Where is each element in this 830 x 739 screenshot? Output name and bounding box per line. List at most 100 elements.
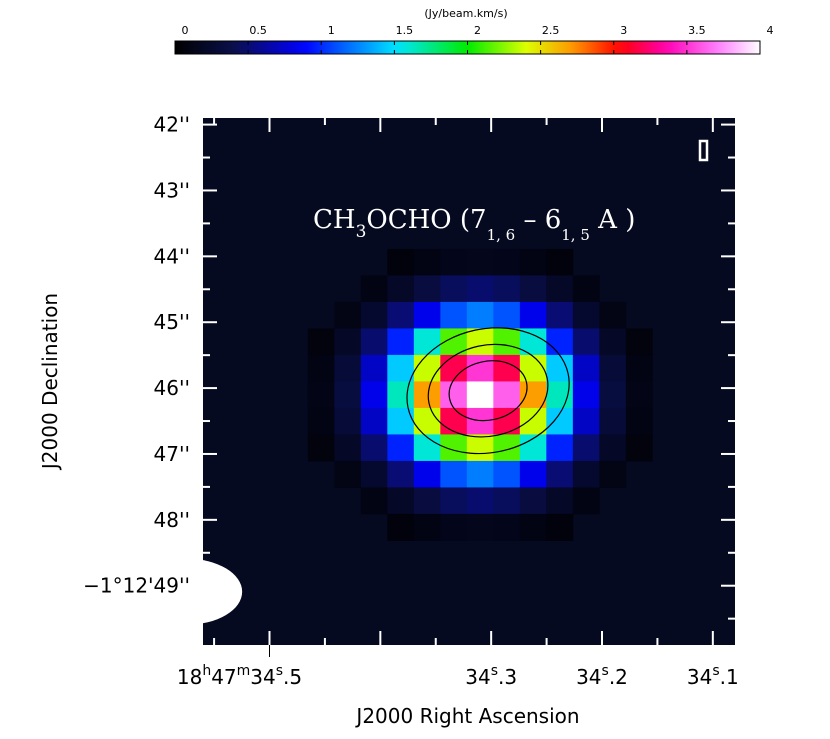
emission-pixel (466, 407, 494, 435)
emission-pixel (519, 354, 547, 382)
colorbar-label: (Jy/beam.km/s) (424, 7, 507, 20)
emission-pixel (440, 354, 468, 382)
emission-pixel (519, 381, 547, 409)
emission-pixel (493, 328, 521, 356)
x-ticklabel-part: .1 (720, 665, 739, 689)
emission-pixel (440, 460, 468, 488)
emission-pixel (413, 513, 441, 541)
x-ticklabels: 18h47m34s.5 34s.3 34s.2 34s.1 (177, 663, 739, 689)
emission-pixel (387, 328, 415, 356)
y-ticklabel: 48'' (154, 508, 190, 532)
emission-pixel (466, 381, 494, 409)
x-ticklabel-unit: h (202, 663, 211, 679)
emission-pixel (599, 354, 627, 382)
emission-pixel (334, 354, 362, 382)
title-dash: – 6 (515, 205, 561, 235)
y-ticklabel: −1°12'49'' (83, 574, 190, 598)
colorbar-ticklabel: 4 (767, 24, 774, 37)
emission-pixel (387, 434, 415, 462)
emission-pixel (413, 301, 441, 329)
emission-pixel (546, 460, 574, 488)
colorbar-ticklabel: 3 (620, 24, 627, 37)
x-ticklabel-part: 47 (211, 665, 236, 689)
emission-pixel (307, 434, 335, 462)
emission-pixel (413, 381, 441, 409)
emission-pixel (360, 328, 388, 356)
emission-pixel (599, 460, 627, 488)
emission-pixel (466, 275, 494, 303)
emission-pixel (572, 434, 600, 462)
emission-pixel (625, 328, 653, 356)
emission-pixel (625, 407, 653, 435)
x-ticklabel-part: 34 (250, 665, 275, 689)
emission-pixel (519, 513, 547, 541)
emission-pixel (466, 328, 494, 356)
emission-pixel (360, 275, 388, 303)
colorbar-ticklabel: 0 (182, 24, 189, 37)
emission-pixel (519, 460, 547, 488)
emission-pixel (625, 434, 653, 462)
emission-pixel (360, 407, 388, 435)
emission-pixel (546, 487, 574, 515)
emission-pixel (307, 381, 335, 409)
y-ticklabels: 42'' 43'' 44'' 45'' 46'' 47'' 48'' −1°12'49'' (83, 113, 190, 598)
emission-pixel (599, 301, 627, 329)
emission-pixel (440, 381, 468, 409)
emission-pixel (493, 381, 521, 409)
emission-pixel (387, 487, 415, 515)
emission-pixel (519, 407, 547, 435)
emission-pixel (413, 354, 441, 382)
emission-pixel (493, 248, 521, 276)
emission-pixel (493, 513, 521, 541)
title-molecule-sub: 3 (356, 222, 367, 242)
emission-pixel (413, 434, 441, 462)
emission-pixel (546, 434, 574, 462)
emission-pixel (440, 301, 468, 329)
contour-line (448, 360, 528, 422)
x-ticklabel-unit: s (712, 663, 719, 679)
emission-pixel (546, 275, 574, 303)
emission-pixel (572, 301, 600, 329)
emission-pixel (546, 248, 574, 276)
x-ticklabel-part: 34 (465, 665, 490, 689)
x-ticklabel: 18h47m34s.5 (177, 663, 302, 689)
colorbar-ticklabel: 3.5 (688, 24, 706, 37)
emission-pixel (466, 513, 494, 541)
emission-pixel (466, 434, 494, 462)
x-ticklabel-unit: m (237, 663, 251, 679)
emission-pixel (334, 434, 362, 462)
emission-pixel (387, 407, 415, 435)
emission-pixel (466, 301, 494, 329)
x-ticklabel: 34s.3 (465, 663, 517, 689)
emission-pixel (360, 354, 388, 382)
emission-pixels (307, 248, 653, 541)
emission-pixel (440, 434, 468, 462)
y-ticklabel: 47'' (154, 442, 190, 466)
x-axis-label: J2000 Right Ascension (354, 704, 579, 728)
x-ticklabel-unit: s (602, 663, 609, 679)
colorbar-ticklabel: 2 (474, 24, 481, 37)
emission-pixel (387, 275, 415, 303)
emission-pixel (599, 407, 627, 435)
emission-pixel (519, 275, 547, 303)
emission-pixel (307, 328, 335, 356)
emission-pixel (546, 328, 574, 356)
emission-pixel (493, 354, 521, 382)
emission-pixel (466, 248, 494, 276)
emission-pixel (360, 301, 388, 329)
emission-pixel (572, 460, 600, 488)
y-ticklabel: 44'' (154, 244, 190, 268)
emission-pixel (572, 328, 600, 356)
emission-pixel (625, 354, 653, 382)
emission-pixel (440, 275, 468, 303)
beam-ellipse (132, 558, 243, 625)
title-molecule-a: CH (313, 205, 356, 235)
emission-pixel (599, 381, 627, 409)
emission-pixel (493, 434, 521, 462)
y-ticklabel: 45'' (154, 310, 190, 334)
emission-pixel (519, 301, 547, 329)
y-ticklabel: 46'' (154, 376, 190, 400)
colorbar-ticks (174, 41, 761, 54)
emission-pixel (599, 328, 627, 356)
